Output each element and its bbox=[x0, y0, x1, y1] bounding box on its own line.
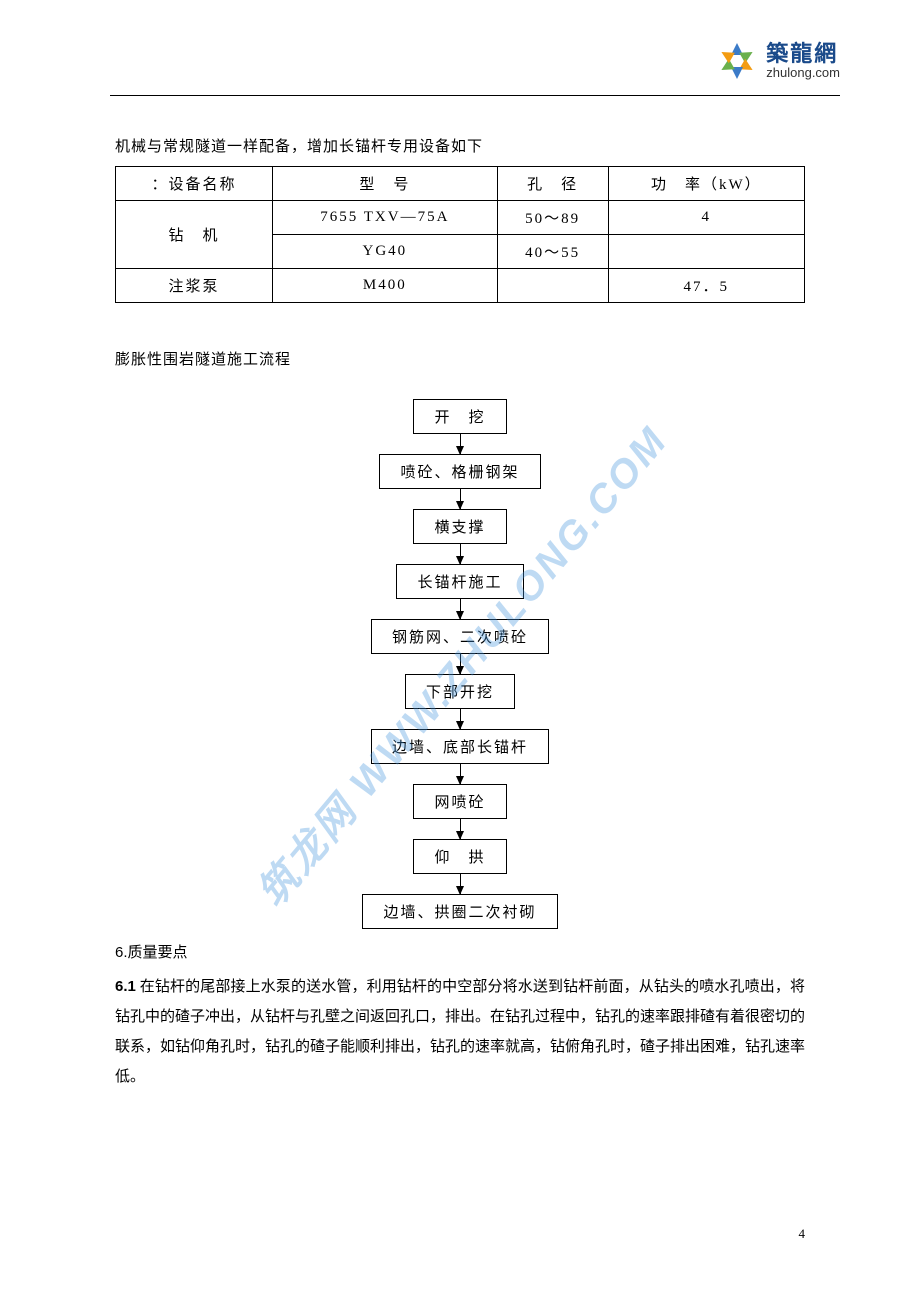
equipment-table: ：设备名称 型 号 孔 径 功 率（kW） 钻 机 7655 TXV—75A 5… bbox=[115, 166, 805, 303]
header-rule bbox=[110, 95, 840, 96]
flow-arrow bbox=[460, 819, 461, 839]
flow-node: 钢筋网、二次喷砼 bbox=[371, 619, 549, 654]
site-header: 築龍網 zhulong.com bbox=[716, 40, 840, 82]
flow-arrow bbox=[460, 434, 461, 454]
flow-arrow bbox=[460, 764, 461, 784]
table-header-row: ：设备名称 型 号 孔 径 功 率（kW） bbox=[116, 167, 805, 201]
cell-diameter bbox=[497, 269, 608, 303]
table-row: 钻 机 7655 TXV—75A 50～89 4 bbox=[116, 201, 805, 235]
cell-diameter: 50～89 bbox=[497, 201, 608, 235]
cell-name: 注浆泵 bbox=[116, 269, 273, 303]
flow-node: 边墙、拱圈二次衬砌 bbox=[362, 894, 557, 929]
flow-node: 下部开挖 bbox=[405, 674, 515, 709]
cell-power: 4 bbox=[608, 201, 804, 235]
cell-model: 7655 TXV—75A bbox=[272, 201, 497, 235]
col-model: 型 号 bbox=[272, 167, 497, 201]
cell-power bbox=[608, 235, 804, 269]
cell-model: YG40 bbox=[272, 235, 497, 269]
logo-en: zhulong.com bbox=[766, 66, 840, 80]
flow-node: 边墙、底部长锚杆 bbox=[371, 729, 549, 764]
flow-node: 仰 拱 bbox=[413, 839, 506, 874]
intro-text: 机械与常规隧道一样配备，增加长锚杆专用设备如下 bbox=[115, 135, 805, 156]
cell-diameter: 40～55 bbox=[497, 235, 608, 269]
flow-arrow bbox=[460, 654, 461, 674]
quality-heading: 6.质量要点 bbox=[115, 941, 805, 962]
flowchart-container: 筑龙网 WWW.ZHULONG.COM 开 挖喷砼、格栅钢架横支撑长锚杆施工钢筋… bbox=[115, 399, 805, 929]
flow-arrow bbox=[460, 544, 461, 564]
flow-node: 开 挖 bbox=[413, 399, 506, 434]
cell-name: 钻 机 bbox=[116, 201, 273, 269]
flowchart: 开 挖喷砼、格栅钢架横支撑长锚杆施工钢筋网、二次喷砼下部开挖边墙、底部长锚杆网喷… bbox=[115, 399, 805, 929]
flow-arrow bbox=[460, 874, 461, 894]
flow-node: 横支撑 bbox=[413, 509, 506, 544]
quality-item-num: 6.1 bbox=[115, 978, 136, 995]
quality-heading-num: 6. bbox=[115, 944, 128, 961]
flow-title: 膨胀性围岩隧道施工流程 bbox=[115, 348, 805, 369]
table-row: 注浆泵 M400 47．5 bbox=[116, 269, 805, 303]
quality-body: 6.1 在钻杆的尾部接上水泵的送水管，利用钻杆的中空部分将水送到钻杆前面，从钻头… bbox=[115, 972, 805, 1092]
col-name: ：设备名称 bbox=[116, 167, 273, 201]
quality-heading-text: 质量要点 bbox=[128, 945, 188, 961]
col-power: 功 率（kW） bbox=[608, 167, 804, 201]
flow-node: 长锚杆施工 bbox=[396, 564, 523, 599]
col-diameter: 孔 径 bbox=[497, 167, 608, 201]
flow-arrow bbox=[460, 599, 461, 619]
flow-node: 喷砼、格栅钢架 bbox=[379, 454, 540, 489]
quality-item-text: 在钻杆的尾部接上水泵的送水管，利用钻杆的中空部分将水送到钻杆前面，从钻头的喷水孔… bbox=[115, 979, 805, 1085]
flow-arrow bbox=[460, 709, 461, 729]
logo-icon bbox=[716, 40, 758, 82]
cell-power: 47．5 bbox=[608, 269, 804, 303]
cell-model: M400 bbox=[272, 269, 497, 303]
logo-text: 築龍網 zhulong.com bbox=[766, 42, 840, 80]
flow-arrow bbox=[460, 489, 461, 509]
flow-node: 网喷砼 bbox=[413, 784, 506, 819]
logo-cn: 築龍網 bbox=[766, 42, 840, 66]
page-number: 4 bbox=[799, 1226, 806, 1242]
page-content: 机械与常规隧道一样配备，增加长锚杆专用设备如下 ：设备名称 型 号 孔 径 功 … bbox=[115, 135, 805, 1092]
